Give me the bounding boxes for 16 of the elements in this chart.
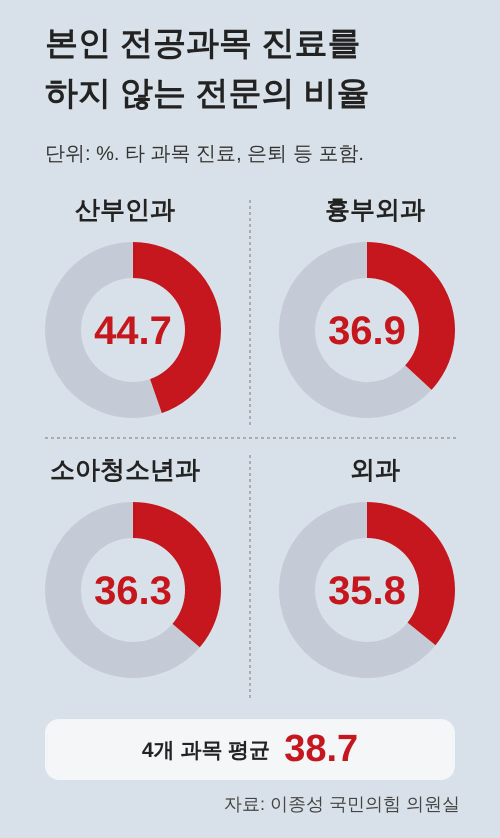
donut-slice: [279, 242, 432, 418]
chart-title: 흉부외과: [324, 195, 426, 226]
text: 44.7: [94, 309, 172, 353]
donut-slice: [45, 502, 200, 678]
donut-slice: [279, 502, 436, 678]
chart-title: 소아청소년과: [49, 455, 201, 486]
text: 단위: %. 타 과목 진료, 은퇴 등 포함.: [45, 142, 364, 167]
text: 본인 전공과목 진료를 하지 않는 전문의 비율: [45, 23, 371, 113]
text: 35.8: [328, 569, 406, 613]
text: 4개 과목 평균: [142, 738, 270, 764]
text: 36.3: [94, 569, 172, 613]
text: 자료: 이종성 국민의힘 의원실: [224, 793, 460, 816]
text: 38.7: [284, 728, 358, 771]
text: 36.9: [328, 309, 406, 353]
chart-title: 외과: [349, 455, 401, 486]
chart-title: 산부인과: [74, 195, 176, 226]
